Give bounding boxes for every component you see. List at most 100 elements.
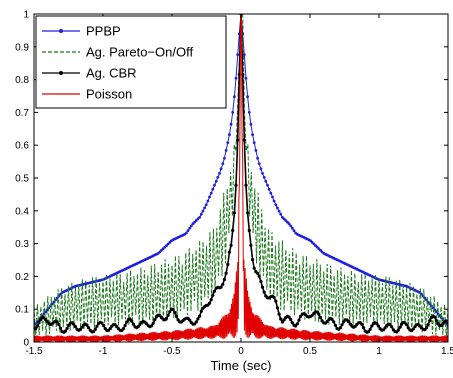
series-point — [227, 250, 231, 254]
series-point — [375, 322, 379, 326]
series-point — [224, 271, 228, 275]
series-point — [249, 122, 253, 126]
legend-marker — [59, 71, 63, 75]
series-point — [198, 314, 202, 318]
series-point — [211, 187, 215, 191]
legend: PPBP Ag. Pareto−On/Off Ag. CBR Poisson — [35, 15, 227, 109]
legend-marker — [59, 29, 63, 33]
series-point — [433, 315, 437, 319]
series-2 — [34, 14, 448, 339]
series-point — [274, 203, 278, 207]
series-point — [203, 206, 207, 210]
series-point — [218, 172, 221, 175]
series-point — [63, 329, 68, 333]
series-point — [244, 183, 248, 187]
series-point — [55, 320, 59, 324]
series-point — [228, 133, 231, 137]
series-point — [95, 324, 99, 328]
series-point — [236, 53, 240, 57]
series-point — [405, 323, 409, 327]
series-point — [370, 324, 374, 328]
x-tick-label: 0.5 — [303, 346, 317, 357]
series-point — [221, 162, 225, 166]
series-point — [37, 321, 41, 325]
y-tick-label: 0.6 — [15, 141, 29, 152]
series-point — [196, 317, 200, 321]
series-point — [289, 317, 293, 322]
series-point — [426, 323, 430, 327]
series-point — [57, 322, 61, 327]
series-point — [231, 228, 235, 233]
legend-label: Poisson — [86, 87, 132, 102]
series-point — [150, 324, 154, 328]
series-point — [428, 319, 432, 323]
series-point — [229, 122, 233, 126]
series-point — [251, 133, 255, 137]
series-point — [233, 95, 236, 99]
series-point — [232, 211, 236, 215]
series-point — [279, 317, 283, 321]
series-point — [368, 327, 372, 331]
series-point — [93, 327, 97, 331]
series-point — [164, 316, 169, 320]
series-point — [226, 262, 230, 266]
series-point — [259, 167, 263, 171]
x-tick-label: 1.5 — [441, 346, 453, 357]
tick-labels: -1.5 -1 -0.5 0 0.5 1 1.5 0 0.1 0.2 0.3 0.4 0.5 0.6 0.7… — [15, 10, 453, 358]
series-point — [188, 226, 192, 230]
series-point — [390, 325, 394, 329]
series-point — [290, 226, 294, 230]
series-point — [234, 183, 238, 187]
series-point — [282, 318, 286, 322]
series-point — [262, 290, 266, 294]
series-point — [272, 199, 276, 203]
series-point — [424, 326, 429, 330]
y-tick-label: 0.4 — [15, 206, 29, 217]
series-point — [264, 179, 268, 183]
series-point — [80, 325, 84, 329]
series-point — [262, 175, 266, 179]
series-point — [92, 330, 96, 334]
series-point — [287, 222, 291, 226]
series-point — [275, 306, 279, 310]
series-point — [406, 326, 410, 330]
x-tick-label: -1 — [99, 346, 108, 357]
series-point — [153, 318, 157, 322]
series-point — [340, 323, 344, 327]
series-point — [194, 320, 198, 324]
series-point — [360, 322, 364, 326]
series-point — [279, 212, 283, 216]
series-point — [260, 285, 265, 289]
series-point — [271, 195, 274, 199]
series-point — [58, 326, 63, 330]
series-point — [186, 229, 190, 233]
series-point — [108, 327, 112, 331]
series-point — [100, 321, 104, 325]
series-point — [257, 162, 261, 166]
y-tick-label: 0.8 — [15, 75, 29, 86]
series-point — [272, 295, 276, 300]
series-point — [257, 274, 261, 278]
series-point — [242, 53, 246, 57]
x-tick-label: -1.5 — [25, 346, 43, 357]
series-point — [256, 156, 259, 160]
series-point — [267, 187, 271, 191]
series-point — [252, 266, 256, 270]
series-point — [276, 206, 279, 210]
series-point — [383, 326, 387, 330]
series-point — [347, 320, 351, 324]
series-point — [277, 312, 281, 316]
series-point — [252, 141, 256, 145]
series-point — [130, 319, 134, 323]
series-point — [366, 330, 371, 334]
series-point — [226, 141, 230, 145]
y-tick-label: 0.5 — [15, 174, 29, 185]
series-point — [246, 95, 250, 99]
series-point — [102, 323, 106, 328]
series-point — [173, 310, 177, 315]
series-point — [289, 224, 293, 228]
series-line-2 — [34, 14, 448, 339]
series-point — [213, 183, 216, 187]
series-point — [254, 149, 258, 152]
